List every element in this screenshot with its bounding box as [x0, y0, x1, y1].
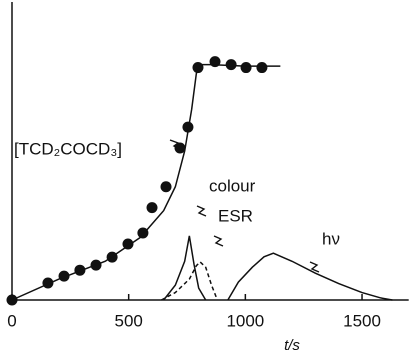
series-label: ESR [218, 206, 253, 225]
series-line [11, 63, 281, 301]
arrow [213, 235, 224, 247]
data-point [225, 59, 237, 71]
data-point [160, 181, 172, 193]
x-tick-label: 1000 [226, 311, 264, 330]
series-line [163, 235, 207, 301]
data-point [122, 238, 134, 250]
x-tick-label: 1500 [343, 311, 381, 330]
data-point [74, 264, 86, 276]
arrow [309, 261, 320, 273]
series-label: [TCD₂COCD₃] [14, 139, 122, 158]
data-point [174, 142, 186, 154]
data-point [240, 62, 252, 74]
data-point [146, 202, 158, 214]
series-label: hν [322, 229, 340, 248]
series-line [160, 260, 219, 301]
x-tick-label: 500 [114, 311, 142, 330]
x-axis-label: t/s [284, 337, 300, 354]
series-line [227, 252, 393, 301]
x-tick-label: 0 [7, 311, 16, 330]
arrow [196, 205, 207, 217]
series-label: colour [209, 176, 256, 195]
data-point [256, 62, 268, 74]
